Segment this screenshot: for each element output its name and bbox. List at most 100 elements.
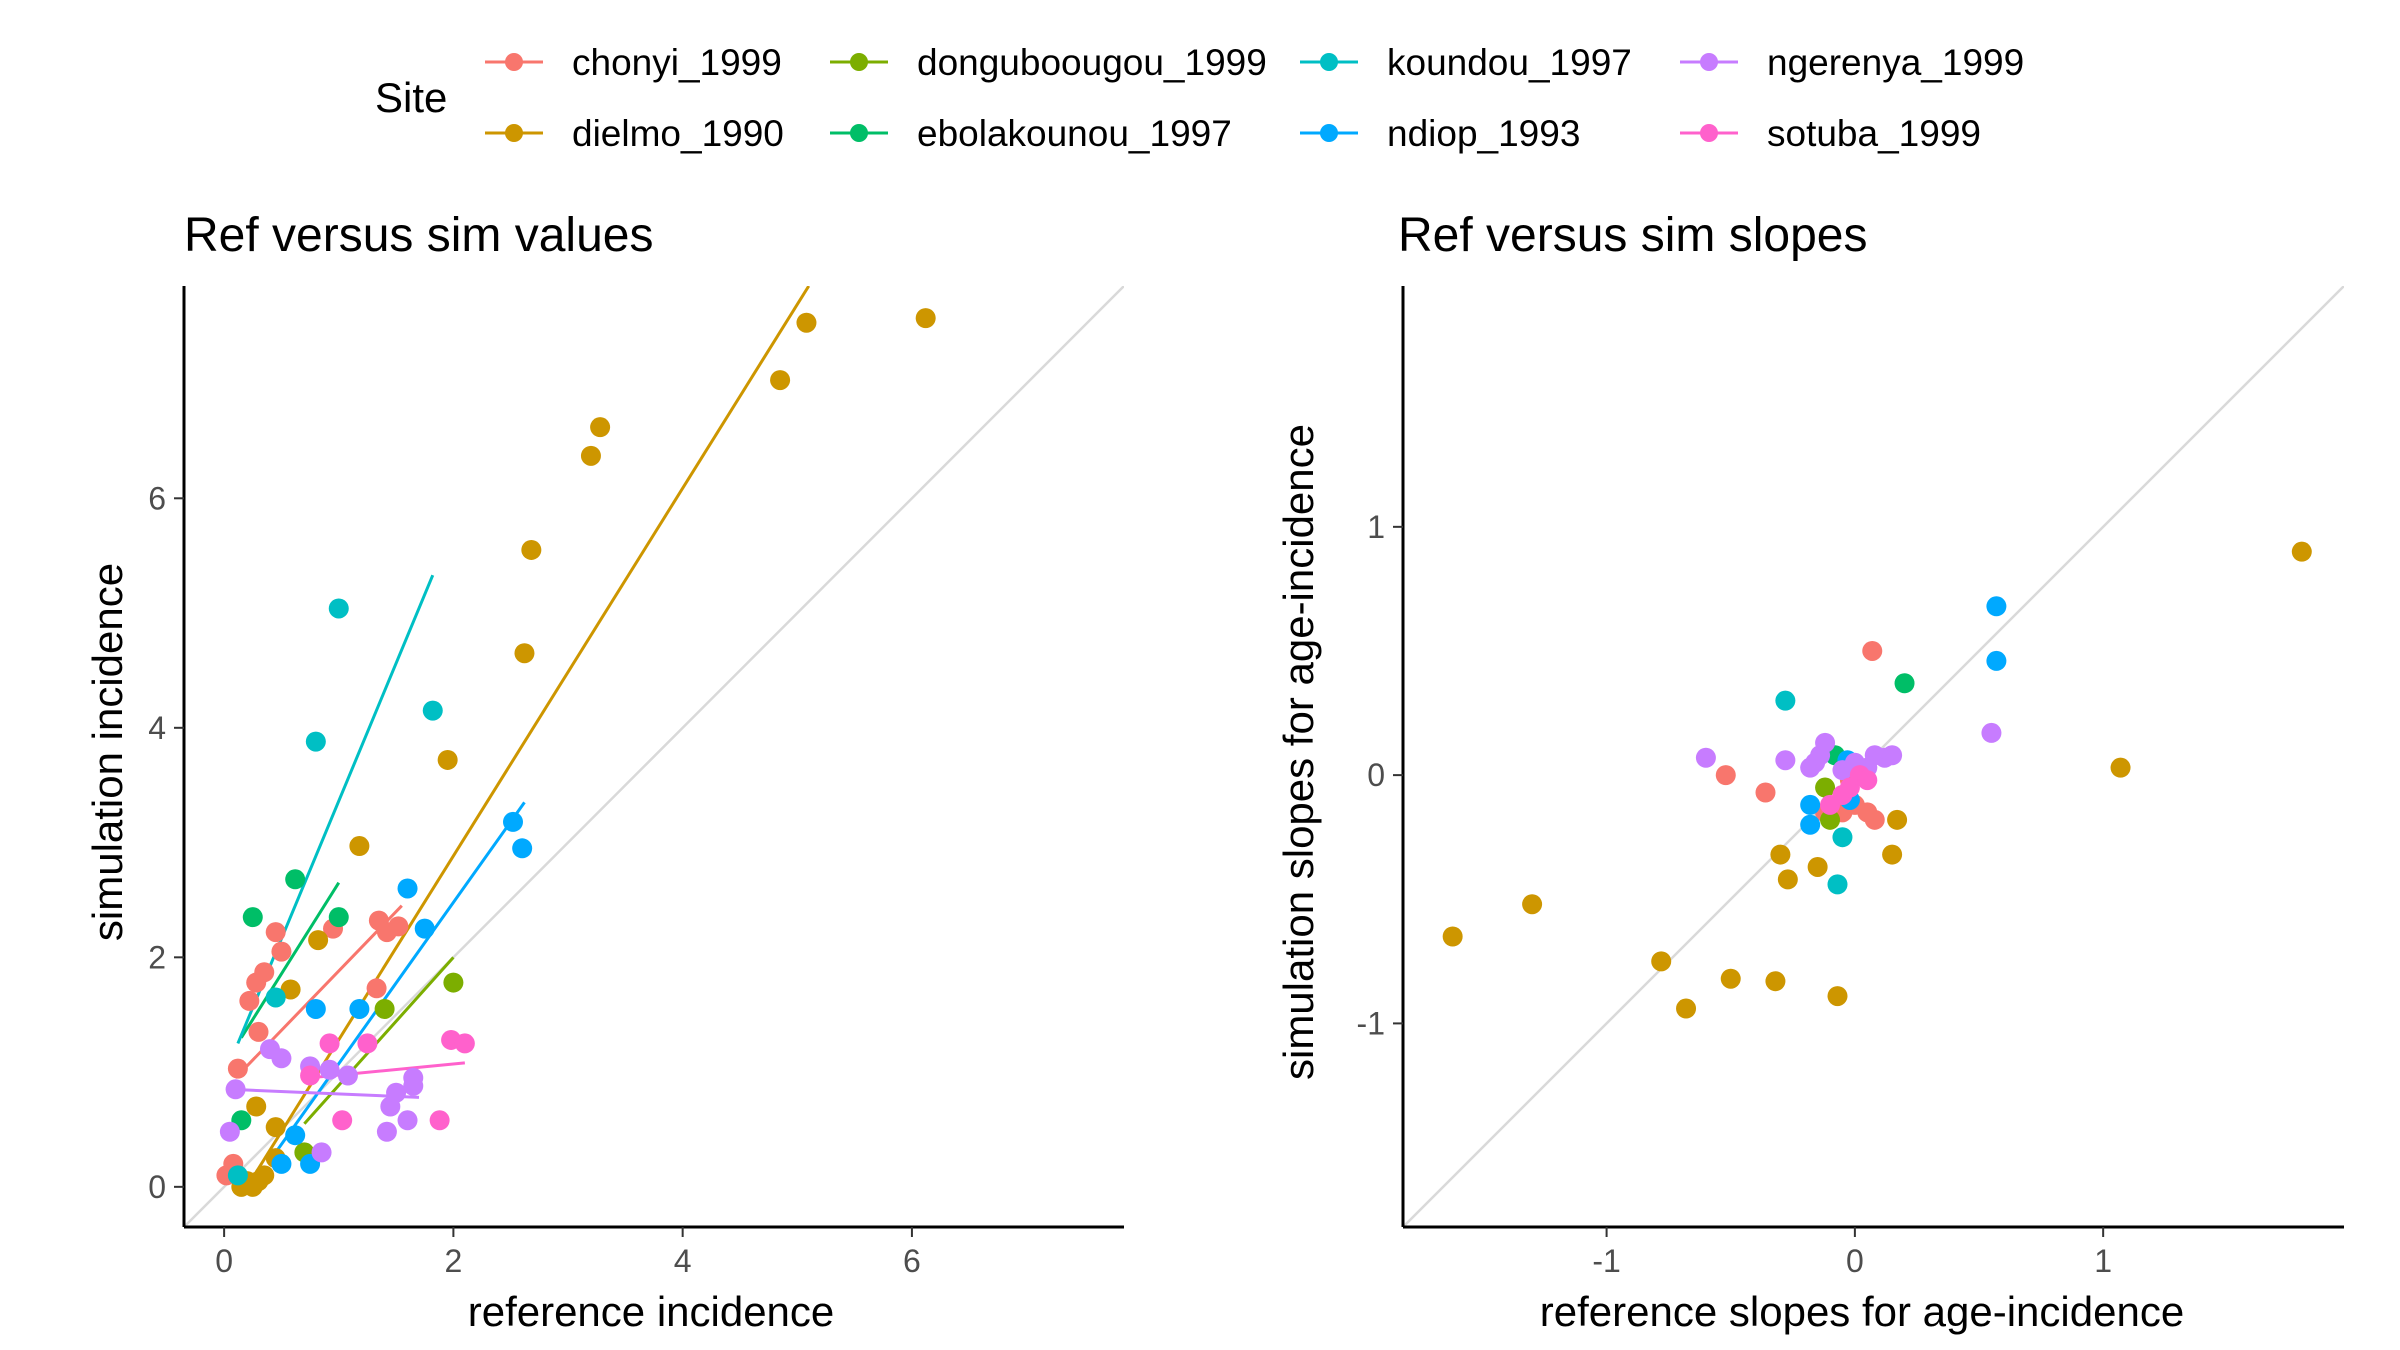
point-dielmo_1990 [1522, 894, 1543, 915]
point-ndiop_1993 [1800, 814, 1821, 835]
point-koundou_1997 [1775, 690, 1796, 711]
point-dielmo_1990 [246, 1096, 267, 1117]
legend-key-point [505, 124, 523, 142]
legend: Site chonyi_1999 dielmo_1990 donguboougou_… [375, 42, 2024, 154]
point-koundou_1997 [422, 700, 443, 721]
point-ebolakounou_1997 [328, 907, 349, 928]
point-ngerenya_1999 [219, 1121, 240, 1142]
legend-label: ndiop_1993 [1387, 113, 1580, 154]
point-dielmo_1990 [796, 312, 817, 333]
fit-line-donguboougou_1999 [303, 956, 455, 1125]
legend-label: ebolakounou_1997 [917, 113, 1232, 154]
panel-slopes: Ref versus sim slopes reference slopes f… [1275, 209, 2344, 1335]
x-tick-label: 0 [1846, 1243, 1864, 1279]
point-dielmo_1990 [254, 1165, 275, 1186]
point-dielmo_1990 [2291, 541, 2312, 562]
y-tick-label: 1 [1367, 509, 1385, 545]
point-dielmo_1990 [514, 643, 535, 664]
point-ngerenya_1999 [1810, 745, 1831, 766]
point-dielmo_1990 [280, 979, 301, 1000]
point-sotuba_1999 [357, 1033, 378, 1054]
point-ngerenya_1999 [319, 1059, 340, 1080]
point-ngerenya_1999 [397, 1110, 418, 1131]
legend-label: sotuba_1999 [1767, 113, 1981, 154]
legend-key-point [1700, 53, 1718, 71]
point-chonyi_1999 [271, 941, 292, 962]
point-donguboougou_1999 [1815, 777, 1836, 798]
legend-label: chonyi_1999 [572, 42, 782, 83]
x-tick-label: 4 [674, 1243, 692, 1279]
legend-key-point [850, 124, 868, 142]
point-ndiop_1993 [503, 811, 523, 832]
point-koundou_1997 [227, 1165, 248, 1186]
point-sotuba_1999 [319, 1033, 340, 1054]
point-dielmo_1990 [265, 1117, 286, 1138]
point-dielmo_1990 [1807, 856, 1828, 877]
legend-key-point [1320, 124, 1338, 142]
point-chonyi_1999 [239, 990, 260, 1011]
panel-title-values: Ref versus sim values [184, 209, 653, 262]
point-koundou_1997 [1827, 874, 1848, 895]
point-chonyi_1999 [366, 978, 387, 999]
point-sotuba_1999 [429, 1110, 450, 1131]
point-dielmo_1990 [308, 930, 329, 951]
point-ngerenya_1999 [225, 1079, 246, 1100]
legend-entry: ebolakounou_1997 [830, 113, 1232, 154]
point-ngerenya_1999 [1882, 745, 1903, 766]
x-tick-label: 1 [2094, 1243, 2112, 1279]
point-dielmo_1990 [915, 308, 936, 329]
point-chonyi_1999 [248, 1021, 269, 1042]
point-dielmo_1990 [1770, 844, 1791, 865]
legend-entries: chonyi_1999 dielmo_1990 donguboougou_1999e… [485, 42, 2024, 154]
point-dielmo_1990 [580, 445, 601, 466]
point-donguboougou_1999 [374, 998, 395, 1019]
x-tick-label: 2 [444, 1243, 462, 1279]
point-koundou_1997 [265, 987, 286, 1008]
point-ebolakounou_1997 [285, 869, 306, 890]
legend-label: dielmo_1990 [572, 113, 784, 154]
point-donguboougou_1999 [1820, 809, 1841, 830]
point-dielmo_1990 [521, 539, 542, 560]
point-ndiop_1993 [349, 998, 370, 1019]
point-sotuba_1999 [1857, 770, 1878, 791]
y-tick-label: 2 [148, 939, 166, 975]
fit-line-dielmo_1990 [245, 286, 811, 1188]
point-dielmo_1990 [1651, 951, 1672, 972]
y-tick-label: 0 [1367, 757, 1385, 793]
point-dielmo_1990 [1442, 926, 1463, 947]
point-ndiop_1993 [285, 1125, 306, 1146]
point-ndiop_1993 [1986, 650, 2007, 671]
point-ngerenya_1999 [386, 1082, 407, 1103]
point-dielmo_1990 [1765, 971, 1786, 992]
point-chonyi_1999 [227, 1058, 248, 1079]
point-chonyi_1999 [388, 916, 409, 937]
point-ndiop_1993 [512, 838, 533, 859]
point-dielmo_1990 [349, 836, 370, 857]
legend-entry: donguboougou_1999 [830, 42, 1267, 83]
legend-label: ngerenya_1999 [1767, 42, 2024, 83]
point-ndiop_1993 [305, 998, 326, 1019]
point-dielmo_1990 [590, 417, 611, 438]
legend-entry: ndiop_1993 [1300, 113, 1580, 154]
point-dielmo_1990 [437, 749, 458, 770]
point-sotuba_1999 [332, 1110, 353, 1131]
point-ndiop_1993 [397, 878, 418, 899]
point-dielmo_1990 [1720, 968, 1741, 989]
legend-label: koundou_1997 [1387, 42, 1632, 83]
panel-values: Ref versus sim values reference incidenc… [84, 209, 1124, 1335]
point-koundou_1997 [305, 731, 326, 752]
x-tick-label: 6 [903, 1243, 921, 1279]
legend-label: donguboougou_1999 [917, 42, 1267, 83]
point-ngerenya_1999 [1695, 747, 1716, 768]
point-dielmo_1990 [1887, 809, 1908, 830]
point-donguboougou_1999 [443, 972, 464, 993]
legend-key-point [1700, 124, 1718, 142]
point-dielmo_1990 [1676, 998, 1697, 1019]
point-ngerenya_1999 [1775, 750, 1796, 771]
point-chonyi_1999 [1862, 640, 1883, 661]
legend-title: Site [375, 74, 447, 121]
legend-key-point [505, 53, 523, 71]
y-tick-label: 4 [148, 710, 166, 746]
legend-entry: koundou_1997 [1300, 42, 1632, 83]
